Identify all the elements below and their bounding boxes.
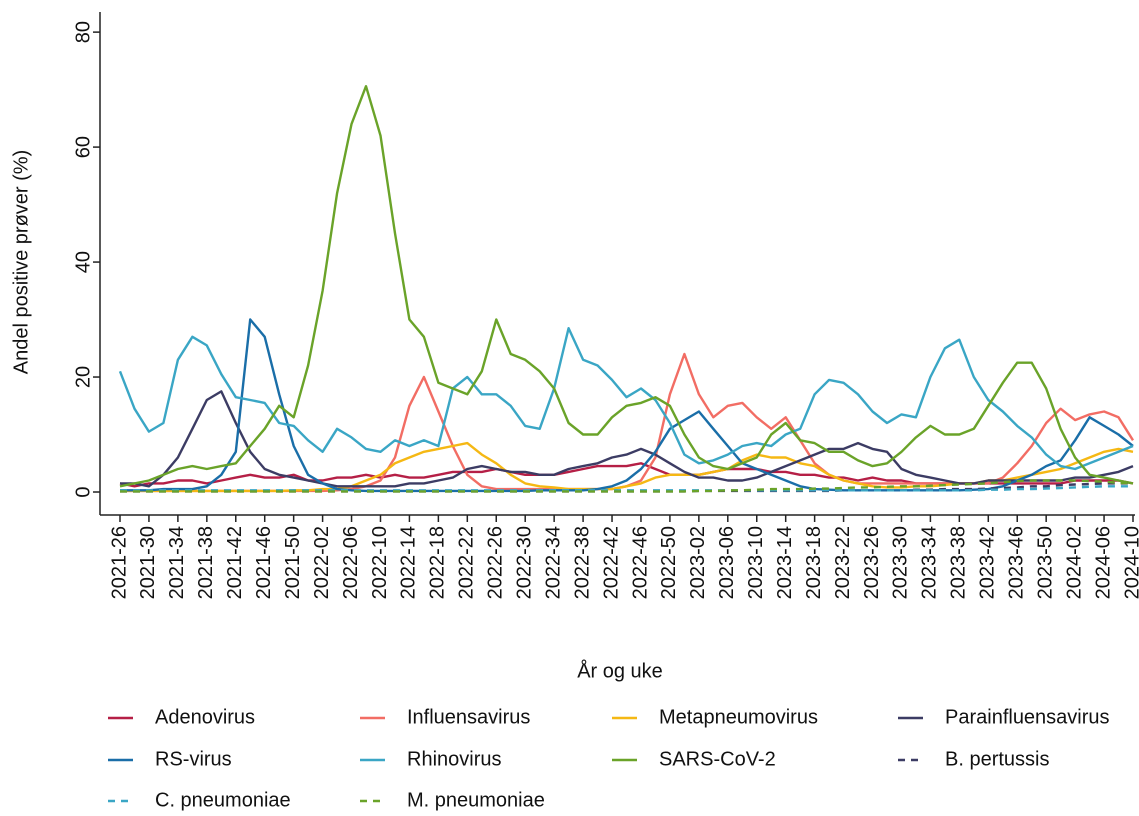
legend-label: Rhinovirus (407, 748, 501, 770)
x-tick-label: 2023-26 (861, 526, 883, 599)
series-line (120, 390, 1134, 488)
x-tick-label: 2024-10 (1121, 526, 1139, 599)
legend-label: Influensavirus (407, 706, 530, 728)
x-tick-label: 2023-34 (919, 526, 941, 599)
legend-label: C. pneumoniae (155, 789, 291, 811)
x-tick-label: 2022-46 (629, 526, 651, 599)
x-tick-label: 2022-22 (456, 526, 478, 599)
y-tick-label: 80 (72, 21, 94, 43)
y-tick-label: 0 (72, 486, 94, 497)
x-tick-label: 2021-34 (166, 526, 188, 599)
y-tick-label: 40 (72, 251, 94, 273)
x-tick-label: 2022-30 (513, 526, 535, 599)
y-axis-title: Andel positive prøver (%) (10, 150, 32, 375)
legend-label: B. pertussis (945, 748, 1049, 770)
x-tick-label: 2022-26 (485, 526, 507, 599)
series-line (118, 327, 1134, 471)
series-line (120, 318, 1134, 493)
series-line (119, 85, 1134, 488)
x-tick-label: 2023-38 (948, 526, 970, 599)
x-tick-label: 2021-46 (253, 526, 275, 599)
x-tick-label: 2021-42 (224, 526, 246, 599)
x-tick-label: 2022-02 (311, 526, 333, 599)
x-tick-label: 2023-50 (1034, 526, 1056, 599)
x-tick-label: 2023-18 (803, 526, 825, 599)
x-tick-label: 2023-42 (977, 526, 999, 599)
legend-label: M. pneumoniae (407, 789, 545, 811)
legend-label: Metapneumovirus (659, 706, 818, 728)
x-tick-label: 2022-14 (398, 526, 420, 599)
legend-label: RS-virus (155, 748, 232, 770)
x-tick-label: 2023-06 (716, 526, 738, 599)
x-tick-label: 2021-26 (108, 526, 130, 599)
x-tick-label: 2022-42 (600, 526, 622, 599)
series-line (120, 352, 1135, 493)
x-tick-label: 2024-02 (1063, 526, 1085, 599)
x-tick-label: 2022-38 (571, 526, 593, 599)
x-tick-label: 2023-02 (687, 526, 709, 599)
x-tick-label: 2023-22 (832, 526, 854, 599)
x-tick-label: 2022-10 (369, 526, 391, 599)
x-tick-label: 2021-50 (282, 526, 304, 599)
y-tick-label: 20 (72, 366, 94, 388)
x-tick-label: 2021-38 (195, 526, 217, 599)
x-tick-label: 2023-14 (774, 526, 796, 599)
x-tick-label: 2022-18 (427, 526, 449, 599)
x-tick-label: 2023-10 (745, 526, 767, 599)
x-axis-title: År og uke (577, 659, 663, 682)
legend-label: SARS-CoV-2 (659, 748, 776, 770)
x-tick-label: 2022-34 (542, 526, 564, 599)
x-tick-label: 2023-46 (1006, 526, 1028, 599)
x-tick-label: 2024-06 (1092, 526, 1114, 599)
legend-label: Adenovirus (155, 706, 255, 728)
x-tick-label: 2023-30 (890, 526, 912, 599)
x-tick-label: 2022-50 (658, 526, 680, 599)
x-tick-label: 2021-30 (137, 526, 159, 599)
y-tick-label: 60 (72, 136, 94, 158)
x-tick-label: 2022-06 (340, 526, 362, 599)
legend-label: Parainfluensavirus (945, 706, 1110, 728)
